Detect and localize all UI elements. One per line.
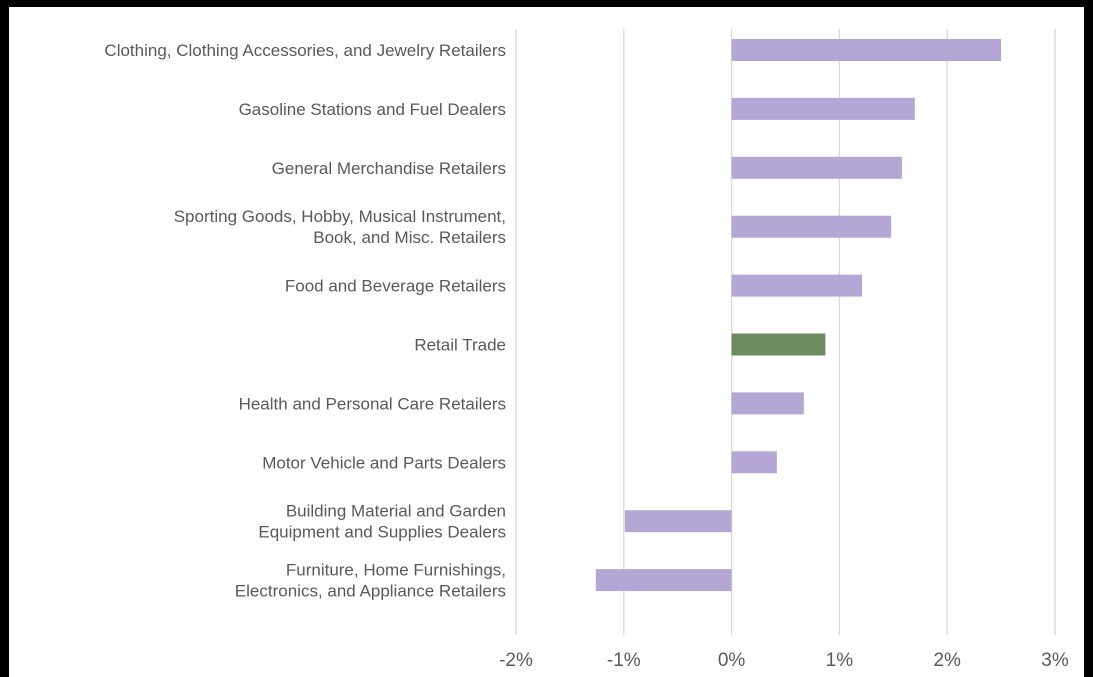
- category-label: Furniture, Home Furnishings, Electronics,…: [235, 561, 506, 601]
- x-tick-label: -2%: [499, 650, 533, 671]
- bar: [595, 569, 732, 592]
- x-tick-label: 1%: [826, 650, 854, 671]
- bar: [731, 156, 902, 179]
- category-label: General Merchandise Retailers: [272, 159, 506, 178]
- category-label: Clothing, Clothing Accessories, and Jewe…: [104, 41, 506, 60]
- category-label: Gasoline Stations and Fuel Dealers: [239, 100, 506, 119]
- category-label: Food and Beverage Retailers: [285, 277, 506, 296]
- x-tick-label: 2%: [933, 650, 961, 671]
- category-label: Retail Trade: [414, 336, 506, 355]
- category-label: Sporting Goods, Hobby, Musical Instrumen…: [174, 207, 506, 247]
- bar: [731, 39, 1002, 61]
- bar: [731, 97, 915, 120]
- x-axis-tick-labels: -2% -1% 0% 1% 2% 3%: [499, 650, 1069, 671]
- bar: [731, 333, 826, 356]
- x-tick-label: -1%: [607, 650, 641, 671]
- category-labels: Clothing, Clothing Accessories, and Jewe…: [104, 41, 506, 601]
- x-tick-label: 0%: [718, 650, 746, 671]
- chart-frame: Clothing, Clothing Accessories, and Jewe…: [9, 7, 1084, 677]
- bar: [731, 215, 892, 238]
- bar-chart: Clothing, Clothing Accessories, and Jewe…: [104, 29, 1069, 671]
- gridlines: [515, 29, 1056, 635]
- bar: [731, 451, 777, 474]
- category-label: Building Material and Garden Equipment an…: [258, 502, 506, 542]
- bar: [731, 392, 804, 415]
- category-label: Motor Vehicle and Parts Dealers: [262, 453, 506, 472]
- bars: [595, 39, 1002, 592]
- category-label: Health and Personal Care Retailers: [239, 394, 506, 413]
- x-tick-label: 3%: [1041, 650, 1069, 671]
- bar: [731, 274, 863, 297]
- bar: [624, 510, 732, 533]
